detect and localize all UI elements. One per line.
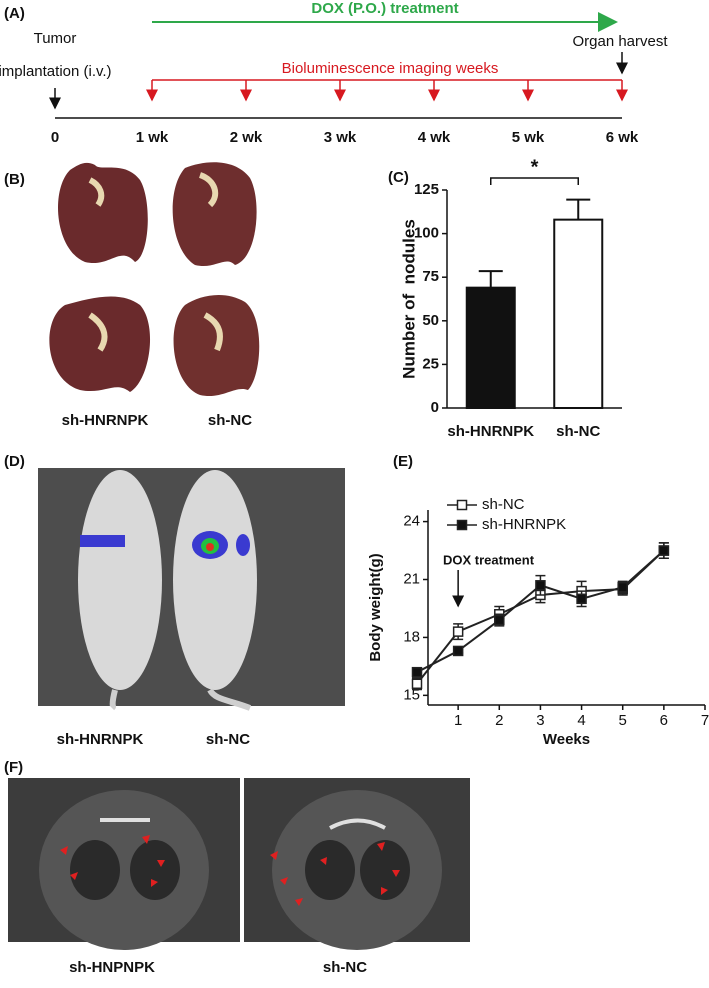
data-point xyxy=(494,614,505,626)
y-axis-label: Number of nodules xyxy=(399,219,418,379)
y-tick-label: 15 xyxy=(403,686,420,703)
y-axis-label: Body weight(g) xyxy=(367,553,384,661)
data-point xyxy=(411,666,423,678)
timeline-label: 4 wk xyxy=(418,129,451,146)
data-point xyxy=(411,678,423,690)
timeline-label: 0 xyxy=(51,129,59,146)
y-tick-label: 125 xyxy=(414,181,439,198)
panel-label: (F) xyxy=(4,759,23,776)
data-point xyxy=(576,593,587,605)
timeline-label: 2 wk xyxy=(230,129,263,146)
x-tick-label: 6 xyxy=(660,712,668,729)
imaging-label: Bioluminescence imaging weeks xyxy=(282,60,499,77)
treatment-label: DOX (P.O.) treatment xyxy=(311,0,458,17)
panel-label: (E) xyxy=(393,453,413,470)
x-axis-label: Weeks xyxy=(543,731,590,748)
bar xyxy=(553,218,604,409)
y-tick-label: 0 xyxy=(431,399,439,416)
x-tick-label: 2 xyxy=(495,712,503,729)
harvest-label: Organ harvest xyxy=(572,33,668,50)
panel-label: (A) xyxy=(4,5,25,22)
y-tick-label: 21 xyxy=(403,570,420,587)
group-label: sh-HNRNPK xyxy=(62,412,149,429)
panel-label: (B) xyxy=(4,171,25,188)
data-point xyxy=(452,626,464,637)
y-tick-label: 24 xyxy=(403,513,420,530)
x-tick-label: 3 xyxy=(536,712,544,729)
group-label: sh-NC xyxy=(208,412,252,429)
group-label: sh-NC xyxy=(206,731,250,748)
timeline-label: 6 wk xyxy=(606,129,639,146)
legend-marker xyxy=(456,519,468,531)
x-tick-label: 1 xyxy=(454,712,462,729)
implantation-label: implantation (i.v.) xyxy=(0,63,112,80)
data-point xyxy=(452,645,464,657)
annotation: DOX treatment xyxy=(443,552,535,567)
y-tick-label: 50 xyxy=(422,312,439,329)
timeline-label: 3 wk xyxy=(324,129,357,146)
significance-label: * xyxy=(531,156,539,178)
data-point xyxy=(617,581,628,593)
legend-marker xyxy=(456,499,468,511)
lung-photos xyxy=(49,162,260,397)
series-line xyxy=(416,549,665,685)
panel-label: (D) xyxy=(4,453,25,470)
y-tick-label: 75 xyxy=(422,268,439,285)
ct-scans xyxy=(8,778,470,950)
legend-label: sh-HNRNPK xyxy=(482,516,566,533)
group-label: sh-HNRNPK xyxy=(57,731,144,748)
legend-label: sh-NC xyxy=(482,496,525,513)
implantation-label: Tumor xyxy=(34,30,77,47)
group-label: sh-HNPNPK xyxy=(69,959,155,976)
y-tick-label: 100 xyxy=(414,225,439,242)
x-tick-label: sh-NC xyxy=(556,423,600,440)
group-label: sh-NC xyxy=(323,959,367,976)
timeline-label: 1 wk xyxy=(136,129,169,146)
x-tick-label: 7 xyxy=(701,712,709,729)
data-point xyxy=(535,580,546,591)
bar xyxy=(465,286,516,409)
x-tick-label: sh-HNRNPK xyxy=(447,423,534,440)
y-tick-label: 18 xyxy=(403,628,420,645)
x-tick-label: 5 xyxy=(619,712,627,729)
timeline-label: 5 wk xyxy=(512,129,545,146)
panel-label: (C) xyxy=(388,169,409,186)
bioluminescence-photo xyxy=(38,468,345,711)
x-tick-label: 4 xyxy=(577,712,585,729)
data-point xyxy=(658,545,670,556)
y-tick-label: 25 xyxy=(422,355,439,372)
significance-bracket xyxy=(490,177,579,185)
